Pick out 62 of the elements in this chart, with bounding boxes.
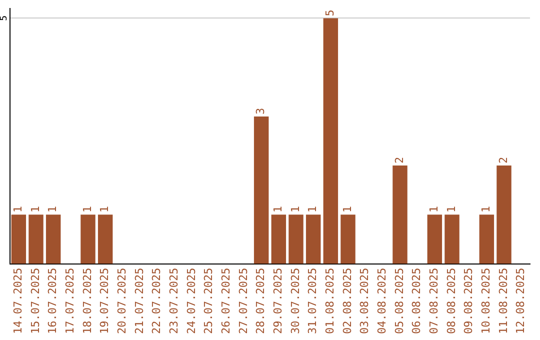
x-tick-label: 02.08.2025: [340, 268, 354, 334]
bar: [254, 116, 269, 264]
x-tick-label: 30.07.2025: [288, 268, 302, 334]
data-label: 1: [480, 206, 493, 213]
x-tick-label: 04.08.2025: [376, 268, 389, 334]
data-label: 1: [340, 206, 354, 213]
x-tick-label: 25.07.2025: [202, 268, 216, 334]
bar: [271, 214, 286, 264]
x-tick-label: 20.07.2025: [116, 268, 129, 334]
x-tick-label: 16.07.2025: [46, 268, 60, 334]
x-tick-label: 18.07.2025: [80, 268, 94, 334]
data-label: 2: [496, 156, 510, 164]
x-tick-label: 10.08.2025: [480, 268, 493, 334]
bar: [479, 214, 494, 264]
x-tick-label: 15.07.2025: [28, 268, 42, 334]
bar: [306, 214, 321, 264]
x-tick-label: 14.07.2025: [12, 268, 25, 334]
data-label: 1: [306, 206, 320, 213]
bar: [392, 166, 408, 264]
x-tick-label: 05.08.2025: [392, 268, 406, 334]
bar: [444, 214, 460, 264]
data-label: 1: [80, 206, 94, 213]
x-tick-label: 09.08.2025: [462, 268, 476, 334]
data-label: 1: [98, 206, 112, 213]
data-label: 1: [444, 206, 458, 213]
x-tick-label: 03.08.2025: [358, 268, 372, 334]
data-label: 5: [324, 10, 337, 16]
x-tick-label: 17.07.2025: [64, 268, 77, 334]
x-tick-label: 22.07.2025: [150, 268, 164, 334]
data-label: 1: [272, 206, 285, 213]
bar: [427, 214, 442, 264]
data-label: 1: [28, 206, 42, 213]
x-tick-label: 23.07.2025: [168, 268, 181, 334]
x-tick-label: 07.08.2025: [428, 268, 441, 334]
x-tick-label: 11.08.2025: [496, 268, 510, 334]
bar: [98, 214, 113, 264]
bar: [80, 214, 96, 264]
data-label: 1: [46, 206, 60, 213]
x-tick-label: 08.08.2025: [444, 268, 458, 334]
x-tick-label: 29.07.2025: [272, 268, 285, 334]
data-label: 2: [392, 156, 406, 164]
x-tick-label: 27.07.2025: [236, 268, 250, 334]
data-label: 3: [254, 108, 268, 114]
x-tick-label: 19.07.2025: [98, 268, 112, 334]
bar: [46, 214, 61, 264]
bar: [11, 214, 26, 264]
x-tick-label: 24.07.2025: [184, 268, 198, 334]
bar: [288, 214, 304, 264]
x-tick-label: 31.07.2025: [306, 268, 320, 334]
data-label: 1: [12, 206, 25, 213]
x-tick-label: 12.08.2025: [514, 268, 528, 334]
x-tick-label: 21.07.2025: [132, 268, 146, 334]
bar: [340, 214, 356, 264]
bar: [323, 18, 338, 264]
bar: [496, 166, 512, 264]
x-tick-label: 01.08.2025: [324, 268, 337, 334]
x-tick-label: 28.07.2025: [254, 268, 268, 334]
x-tick-label: 06.08.2025: [410, 268, 424, 334]
bar: [28, 214, 44, 264]
x-tick-label: 26.07.2025: [220, 268, 233, 334]
data-label: 1: [288, 206, 302, 213]
data-label: 1: [428, 206, 441, 213]
